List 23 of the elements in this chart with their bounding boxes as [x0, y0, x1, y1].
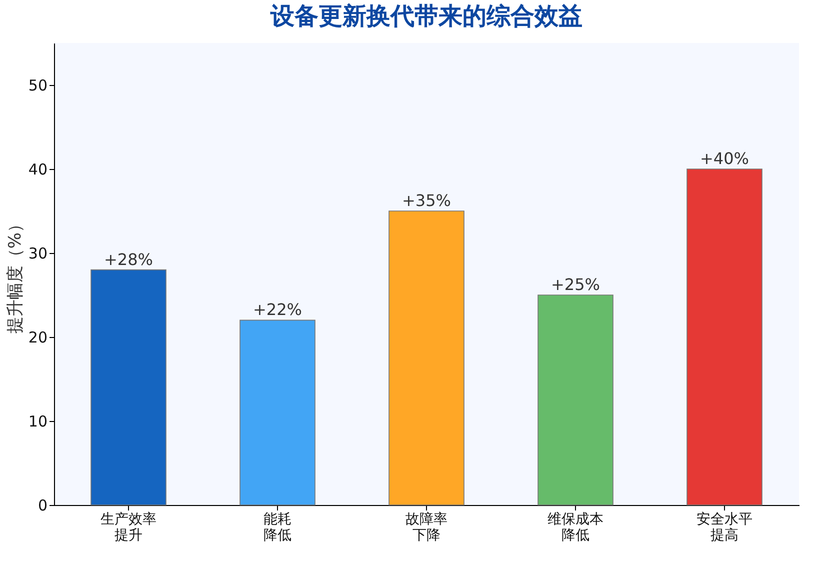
chart-title: 设备更新换代带来的综合效益 [270, 2, 582, 30]
bar [90, 269, 166, 506]
data-label: +40% [700, 149, 749, 168]
y-tick-label: 0 [38, 496, 48, 514]
bar [240, 320, 316, 506]
data-label: +35% [402, 191, 451, 210]
bar [686, 168, 762, 506]
x-tick-label: 维保成本降低 [548, 512, 604, 544]
y-tick-label: 50 [28, 76, 48, 94]
data-label: +22% [253, 300, 302, 320]
y-axis-title: 提升幅度（%） [5, 215, 26, 334]
y-tick-label: 30 [28, 244, 48, 262]
x-tick-label: 能耗降低 [264, 512, 292, 544]
bar [388, 210, 464, 506]
y-tick-label: 20 [28, 328, 48, 346]
x-tick-label: 故障率下降 [406, 512, 448, 544]
bar [538, 294, 614, 506]
y-tick-label: 10 [28, 412, 48, 430]
data-label: +25% [551, 275, 600, 294]
x-tick-label: 安全水平提高 [696, 512, 752, 544]
x-tick-label: 生产效率提升 [100, 512, 156, 544]
y-tick-label: 40 [28, 160, 48, 178]
data-label: +28% [104, 250, 153, 269]
